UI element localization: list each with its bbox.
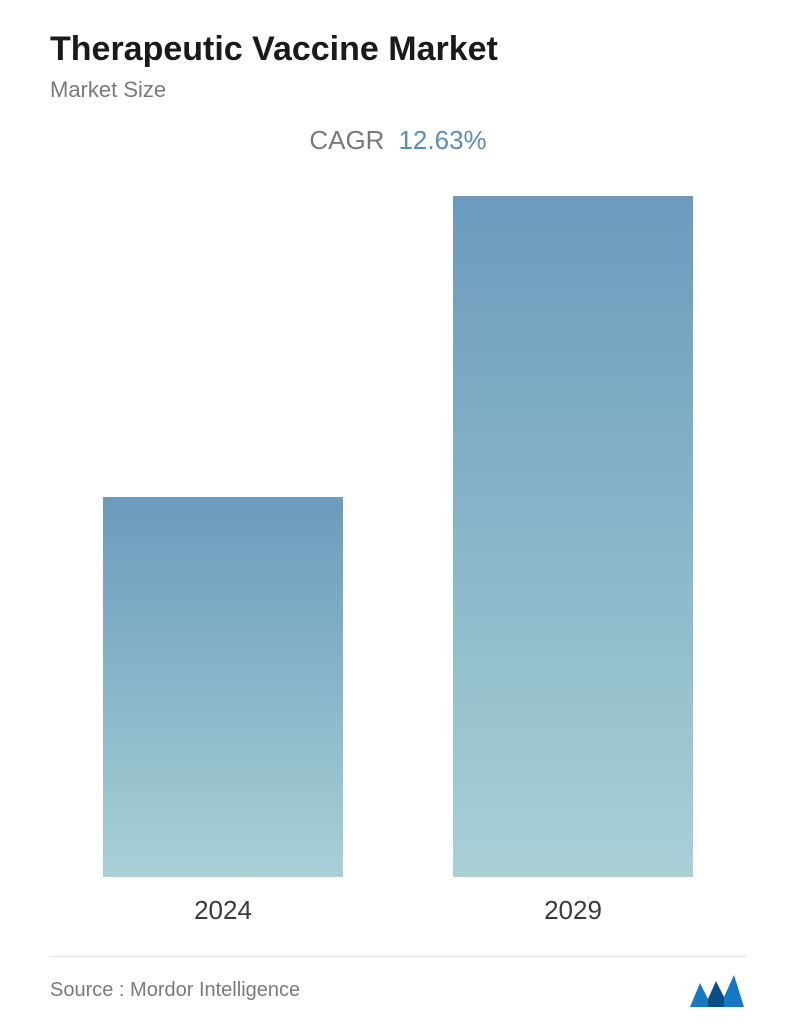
cagr-row: CAGR 12.63%: [50, 125, 746, 156]
bar: [103, 497, 343, 877]
page-subtitle: Market Size: [50, 77, 746, 103]
bar-label: 2024: [194, 895, 252, 926]
source-text: Source : Mordor Intelligence: [50, 979, 300, 1002]
bar-chart: 2024 2029: [50, 196, 746, 946]
cagr-label: CAGR: [309, 125, 384, 156]
bar-group: 2024: [103, 196, 343, 926]
bar-group: 2029: [453, 196, 693, 926]
bar-label: 2029: [544, 895, 602, 926]
page-title: Therapeutic Vaccine Market: [50, 30, 746, 69]
cagr-value: 12.63%: [398, 125, 486, 156]
bar: [453, 196, 693, 877]
infographic-container: Therapeutic Vaccine Market Market Size C…: [0, 0, 796, 1034]
brand-logo-icon: [688, 971, 746, 1009]
footer: Source : Mordor Intelligence: [50, 956, 746, 1009]
